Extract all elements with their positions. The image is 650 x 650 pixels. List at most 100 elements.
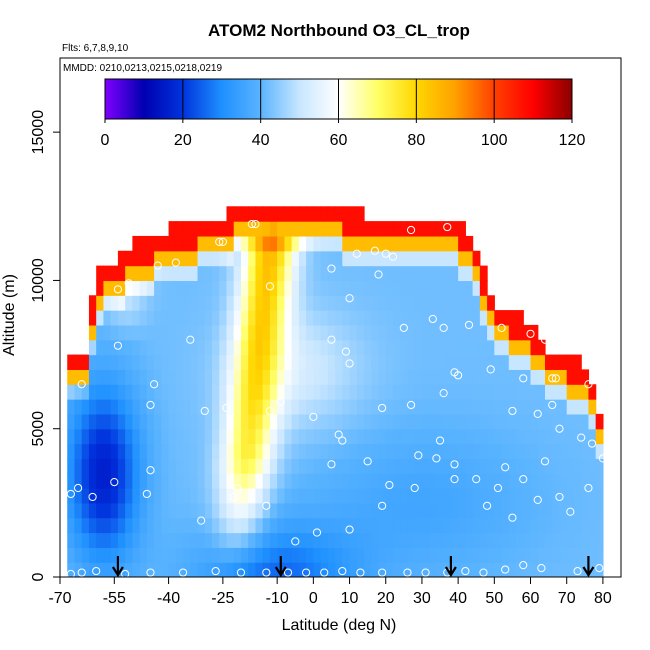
curtain-cell [277,369,285,385]
curtain-cell [378,547,387,563]
curtain-cell [240,250,249,267]
curtain-cell [291,369,300,385]
curtain-cell [429,235,438,252]
curtain-cell [530,488,539,504]
curtain-cell [125,502,133,519]
sample-point [540,335,550,344]
sample-point [587,439,597,448]
curtain-cell [465,488,474,504]
curtain-cell [458,235,466,252]
curtain-cell [320,502,329,519]
curtain-cell [537,458,546,474]
curtain-cell [364,547,372,563]
curtain-cell [183,517,191,534]
sample-point [450,460,459,469]
curtain-cell [349,502,358,519]
curtain-cell [421,384,430,400]
curtain-cell [313,547,322,563]
curtain-cell [458,532,466,548]
curtain-cell [132,517,141,534]
curtain-cell [248,473,257,489]
curtain-cell [342,428,351,445]
curtain-cell [356,473,365,489]
curtain-cell [364,473,372,489]
plot-frame [59,57,622,578]
curtain-cell [81,517,90,534]
curtain-cell [212,384,220,400]
curtain-cell [240,473,249,489]
curtain-cell [168,295,177,311]
curtain-cell [566,458,575,474]
colorbar-tick-label: 120 [559,132,586,149]
curtain-cell [349,339,358,356]
curtain-cell [320,206,329,222]
curtain-cell [204,399,213,415]
curtain-cell [284,517,293,534]
curtain-cell [306,413,314,430]
curtain-cell [139,324,148,341]
curtain-cell [146,517,155,534]
curtain-cell [291,413,300,430]
curtain-cell [458,295,466,311]
curtain-cell [146,473,155,489]
sample-point [110,477,119,487]
curtain-cell [269,562,278,577]
curtain-cell [595,458,604,474]
curtain-cell [74,428,83,445]
curtain-cell [161,295,170,311]
curtain-cell [320,235,329,252]
curtain-cell [573,384,582,400]
sample-point [150,380,159,389]
sample-point [146,568,155,577]
curtain-cell [67,428,76,445]
curtain-cell [262,532,271,548]
curtain-cell [487,443,495,459]
curtain-cell [414,221,423,237]
curtain-cell [284,310,293,326]
curtain-cell [407,547,416,563]
curtain-cell [197,310,206,326]
curtain-cell [183,502,191,519]
curtain-cell [291,206,300,222]
curtain-cell [479,280,488,296]
curtain-cell [110,428,119,445]
curtain-cell [67,473,76,489]
curtain-cell [356,428,365,445]
curtain-cell [559,502,568,519]
curtain-cell [96,413,105,430]
curtain-cell [161,399,170,415]
curtain-cell [385,458,394,474]
curtain-cell [146,399,155,415]
curtain-cell [226,265,235,282]
curtain-cell [110,369,119,385]
curtain-cell [407,517,416,534]
curtain-cell [364,339,372,356]
curtain-cell [414,324,423,341]
curtain-cell [327,221,336,237]
curtain-cell [204,413,213,430]
curtain-cell [146,502,155,519]
curtain-cell [392,473,401,489]
curtain-cell [371,562,380,577]
curtain-cell [465,532,474,548]
curtain-cell [429,502,438,519]
curtain-cell [559,562,568,577]
curtain-cell [516,443,524,459]
curtain-cell [277,310,285,326]
sample-point [345,525,354,534]
curtain-cell [327,502,336,519]
curtain-cell [197,235,206,252]
curtain-cell [197,384,206,400]
curtain-cell [204,265,213,282]
sample-point [584,483,593,493]
curtain-cell [67,384,76,400]
curtain-cell [349,280,358,296]
sample-point [472,475,481,484]
curtain-cell [508,473,517,489]
curtain-cell [291,473,300,489]
curtain-cell [240,339,249,356]
curtain-cell [204,235,213,252]
curtain-cell [552,473,561,489]
curtain-cell [414,488,423,504]
curtain-cell [154,354,162,370]
